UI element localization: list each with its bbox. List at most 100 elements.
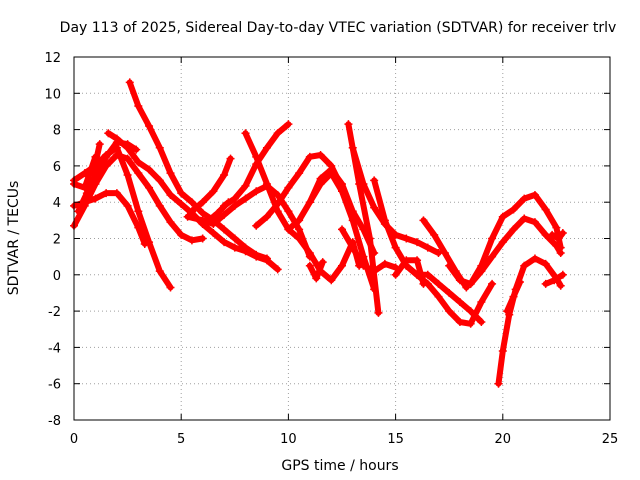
data-point-marker	[241, 129, 250, 138]
data-point-marker	[520, 261, 529, 270]
data-point-marker	[552, 223, 561, 232]
series-sat-aa	[495, 255, 564, 387]
data-point-marker	[430, 230, 439, 239]
chart-title: Day 113 of 2025, Sidereal Day-to-day VTE…	[60, 20, 617, 36]
series-sat-v	[392, 257, 427, 287]
data-point-marker	[273, 129, 282, 138]
data-point-marker	[312, 274, 321, 283]
data-point-marker	[102, 189, 111, 198]
data-point-marker	[541, 279, 550, 288]
data-point-marker	[413, 256, 422, 265]
data-point-marker	[402, 261, 411, 270]
data-point-marker	[509, 292, 518, 301]
data-point-marker	[466, 319, 475, 328]
data-point-marker	[220, 225, 229, 234]
data-point-marker	[102, 152, 111, 161]
data-point-marker	[348, 143, 357, 152]
data-point-marker	[177, 189, 186, 198]
data-point-marker	[391, 270, 400, 279]
data-point-marker	[145, 165, 154, 174]
data-point-marker	[550, 276, 559, 285]
data-point-marker	[112, 134, 121, 143]
data-point-marker	[530, 218, 539, 227]
data-point-marker	[558, 270, 567, 279]
data-point-marker	[413, 238, 422, 247]
data-point-marker	[241, 181, 250, 190]
data-point-marker	[374, 308, 383, 317]
data-point-marker	[344, 120, 353, 129]
data-point-marker	[213, 209, 222, 218]
data-point-marker	[166, 190, 175, 199]
data-point-marker	[177, 230, 186, 239]
data-point-marker	[305, 261, 314, 270]
series-sat-y	[446, 215, 564, 287]
data-point-marker	[262, 212, 271, 221]
data-point-marker	[391, 230, 400, 239]
y-tick-label: 0	[53, 269, 61, 284]
data-point-marker	[520, 214, 529, 223]
data-point-marker	[503, 307, 512, 316]
data-point-marker	[338, 225, 346, 234]
data-point-marker	[445, 261, 454, 270]
data-point-marker	[520, 194, 529, 203]
data-point-marker	[284, 120, 293, 129]
data-point-marker	[177, 200, 186, 209]
data-point-marker	[423, 243, 432, 252]
data-point-marker	[305, 198, 314, 207]
data-point-marker	[423, 279, 432, 288]
data-point-marker	[305, 152, 314, 161]
data-point-marker	[348, 216, 357, 225]
data-point-marker	[155, 201, 164, 210]
data-point-marker	[284, 225, 293, 234]
data-point-marker	[252, 221, 261, 230]
data-point-marker	[220, 201, 229, 210]
data-point-marker	[488, 252, 497, 261]
x-tick-label: 10	[280, 432, 297, 447]
data-point-marker	[145, 121, 154, 130]
data-point-marker	[284, 207, 293, 216]
data-point-marker	[391, 243, 400, 252]
data-point-marker	[198, 198, 207, 207]
x-tick-label: 15	[387, 432, 404, 447]
data-point-marker	[82, 189, 91, 198]
data-point-marker	[556, 243, 565, 252]
data-point-marker	[477, 298, 486, 307]
data-point-marker	[548, 230, 557, 239]
data-point-marker	[198, 234, 207, 243]
data-point-marker	[125, 78, 134, 87]
x-tick-label: 20	[495, 432, 512, 447]
data-point-marker	[226, 154, 235, 163]
data-point-marker	[140, 239, 149, 248]
data-point-marker	[134, 102, 143, 111]
data-point-marker	[494, 379, 503, 388]
x-tick-label: 0	[70, 432, 78, 447]
data-point-marker	[498, 347, 507, 356]
data-point-marker	[155, 143, 164, 152]
data-point-marker	[455, 298, 464, 307]
data-point-marker	[112, 189, 121, 198]
data-point-marker	[134, 169, 143, 178]
data-point-marker	[209, 187, 218, 196]
data-point-marker	[402, 234, 411, 243]
data-point-marker	[488, 279, 497, 288]
data-point-marker	[370, 176, 379, 185]
y-axis-title: SDTVAR / TECUs	[6, 181, 22, 296]
data-point-marker	[145, 183, 154, 192]
data-point-marker	[262, 180, 271, 189]
data-point-marker	[477, 261, 486, 270]
data-point-marker	[284, 183, 293, 192]
data-point-marker	[252, 187, 261, 196]
data-point-marker	[134, 158, 143, 167]
data-point-marker	[134, 207, 143, 216]
data-point-marker	[123, 170, 132, 179]
data-point-marker	[295, 216, 304, 225]
data-point-marker	[123, 143, 132, 152]
y-tick-label: 2	[53, 233, 61, 248]
data-point-marker	[455, 276, 464, 285]
data-point-marker	[241, 243, 250, 252]
data-point-marker	[252, 160, 261, 169]
data-point-marker	[488, 234, 497, 243]
data-point-marker	[445, 288, 454, 297]
data-point-marker	[262, 143, 271, 152]
data-point-marker	[220, 210, 229, 219]
